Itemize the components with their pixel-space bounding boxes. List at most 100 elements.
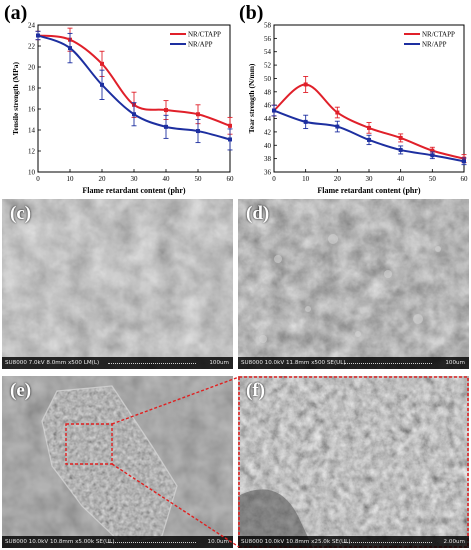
sem-image-e: (e) SU8000 10.0kV 10.8mm x5.00k SE(UL) 1… — [2, 376, 233, 548]
chart-b-ytick-label: 48 — [264, 88, 272, 96]
chart-b-ytick-label: 52 — [264, 62, 272, 70]
chart-b-data-point — [367, 137, 371, 142]
panel-label-c: (c) — [10, 203, 32, 224]
chart-a-data-point — [228, 123, 232, 128]
sem-info-text-e: SU8000 10.0kV 10.8mm x5.00k SE(UL) — [5, 539, 115, 545]
chart-a-xlabel: Flame retardant content (phr) — [82, 186, 186, 195]
sem-texture-e — [2, 376, 233, 548]
zoom-region-box — [65, 423, 113, 465]
sem-image-d: (d) SU8000 10.0kV 11.8mm x500 SE(UL) 100… — [238, 199, 469, 369]
panel-label-d: (d) — [246, 203, 270, 224]
chart-a-xtick-label: 50 — [195, 175, 203, 183]
chart-b-xtick-label: 50 — [429, 175, 437, 183]
chart-b-ylabel: Tear strength (N/mm) — [247, 63, 256, 133]
sem-texture-d — [238, 199, 469, 369]
chart-a-ytick-label: 14 — [28, 127, 36, 135]
chart-a-xtick-label: 0 — [36, 175, 40, 183]
chart-b-xtick-label: 40 — [397, 175, 405, 183]
smooth-matrix-region — [238, 489, 313, 548]
chart-a-legend-label: NR/CTAPP — [188, 31, 221, 39]
chart-a-xtick-label: 30 — [131, 175, 139, 183]
chart-b-ytick-label: 42 — [264, 128, 272, 136]
chart-a-ytick-label: 10 — [28, 169, 36, 177]
scale-bar-label-d: 100um — [445, 360, 465, 366]
sem-info-bar-f: SU8000 10.0kV 10.8mm x25.0k SE(UL) 2.00u… — [238, 536, 469, 548]
chart-a-ytick-label: 18 — [28, 85, 36, 93]
chart-b-ytick-label: 54 — [264, 48, 272, 56]
chart-b-ytick-label: 40 — [264, 142, 272, 150]
chart-b-data-point — [272, 108, 276, 113]
chart-b-data-point — [367, 125, 371, 130]
panel-label-e: (e) — [10, 380, 32, 401]
chart-a-data-point — [100, 82, 104, 87]
chart-b-ytick-label: 50 — [264, 75, 272, 83]
chart-a-ytick-label: 16 — [28, 106, 36, 114]
sem-info-bar-c: SU8000 7.0kV 8.0mm x500 LM(L) 100um — [2, 357, 233, 369]
chart-a-ytick-label: 12 — [28, 148, 36, 156]
chart-a-xtick-label: 40 — [163, 175, 171, 183]
chart-b-ytick-label: 46 — [264, 102, 272, 110]
sem-info-text-c: SU8000 7.0kV 8.0mm x500 LM(L) — [5, 360, 100, 366]
chart-a-ytick-label: 22 — [28, 43, 36, 51]
chart-b-data-point — [462, 159, 466, 164]
chart-b-legend-label: NR/CTAPP — [422, 31, 455, 39]
chart-a-data-point — [68, 46, 72, 51]
chart-a-ytick-label: 20 — [28, 64, 36, 72]
chart-b-legend-label: NR/APP — [422, 41, 447, 49]
chart-b-data-point — [335, 124, 340, 129]
chart-a-data-point — [228, 137, 232, 142]
chart-b-data-point — [303, 82, 308, 87]
chart-a-xtick-label: 10 — [67, 175, 75, 183]
chart-b-xlabel: Flame retardant content (phr) — [317, 186, 421, 195]
scale-ticks-e — [108, 539, 197, 543]
chart-b-ytick-label: 56 — [264, 35, 272, 43]
chart-b-ytick-label: 38 — [264, 155, 272, 163]
chart-b-ytick-label: 44 — [264, 115, 272, 123]
chart-a-data-point — [164, 124, 168, 129]
chart-a-xtick-label: 60 — [227, 175, 235, 183]
zoom-frame — [238, 376, 469, 548]
sem-info-bar-d: SU8000 10.0kV 11.8mm x500 SE(UL) 100um — [238, 357, 469, 369]
scale-bar-label-e: 10.0um — [207, 539, 229, 545]
scale-bar-label-f: 2.00um — [443, 539, 465, 545]
panel-label-a: (a) — [4, 2, 28, 24]
scale-ticks-d — [344, 360, 433, 364]
sem-texture-c — [2, 199, 233, 369]
chart-b-xtick-label: 20 — [334, 175, 342, 183]
chart-b-xtick-label: 10 — [302, 175, 310, 183]
chart-b-data-point — [430, 153, 435, 158]
chart-a-legend-label: NR/APP — [188, 41, 213, 49]
chart-a-ytick-label: 24 — [28, 22, 36, 30]
chart-a-data-point — [164, 108, 168, 113]
sem-info-text-f: SU8000 10.0kV 10.8mm x25.0k SE(UL) — [241, 539, 351, 545]
chart-b-ytick-label: 58 — [264, 22, 272, 30]
chart-b-data-point — [303, 119, 308, 124]
tear-strength-chart: 36 38 40 42 44 46 48 50 52 54 56 58 0 10 20 30 40 50 60 Fla… — [247, 22, 469, 196]
sem-image-f: (f) SU8000 10.0kV 10.8mm x25.0k SE(UL) 2… — [238, 376, 469, 548]
scale-ticks-c — [108, 360, 197, 364]
chart-b-ytick-label: 36 — [264, 169, 272, 177]
chart-a-data-point — [132, 112, 136, 117]
chart-b-data-point — [398, 135, 403, 140]
panel-label-f: (f) — [246, 380, 265, 401]
chart-a-data-point — [196, 129, 200, 134]
chart-b-data-point — [335, 110, 340, 115]
chart-b-xtick-label: 0 — [272, 175, 276, 183]
chart-b-xtick-label: 60 — [461, 175, 469, 183]
sem-texture-f — [238, 376, 469, 548]
chart-a-data-point — [36, 33, 40, 38]
chart-b-xtick-label: 30 — [366, 175, 374, 183]
chart-a-ylabel: Tensile strength (MPa) — [11, 62, 20, 135]
sem-image-c: (c) SU8000 7.0kV 8.0mm x500 LM(L) 100um — [2, 199, 233, 369]
scale-bar-label-c: 100um — [209, 360, 229, 366]
sem-info-text-d: SU8000 10.0kV 11.8mm x500 SE(UL) — [241, 360, 346, 366]
chart-a-data-point — [196, 112, 200, 117]
panel-label-b: (b) — [239, 2, 264, 24]
chart-a-xtick-label: 20 — [99, 175, 107, 183]
scale-ticks-f — [344, 539, 433, 543]
chart-b-data-point — [398, 147, 403, 152]
chart-a-data-point — [100, 61, 104, 66]
particle-spots-d — [259, 234, 441, 343]
chart-b-data-point — [430, 148, 435, 153]
